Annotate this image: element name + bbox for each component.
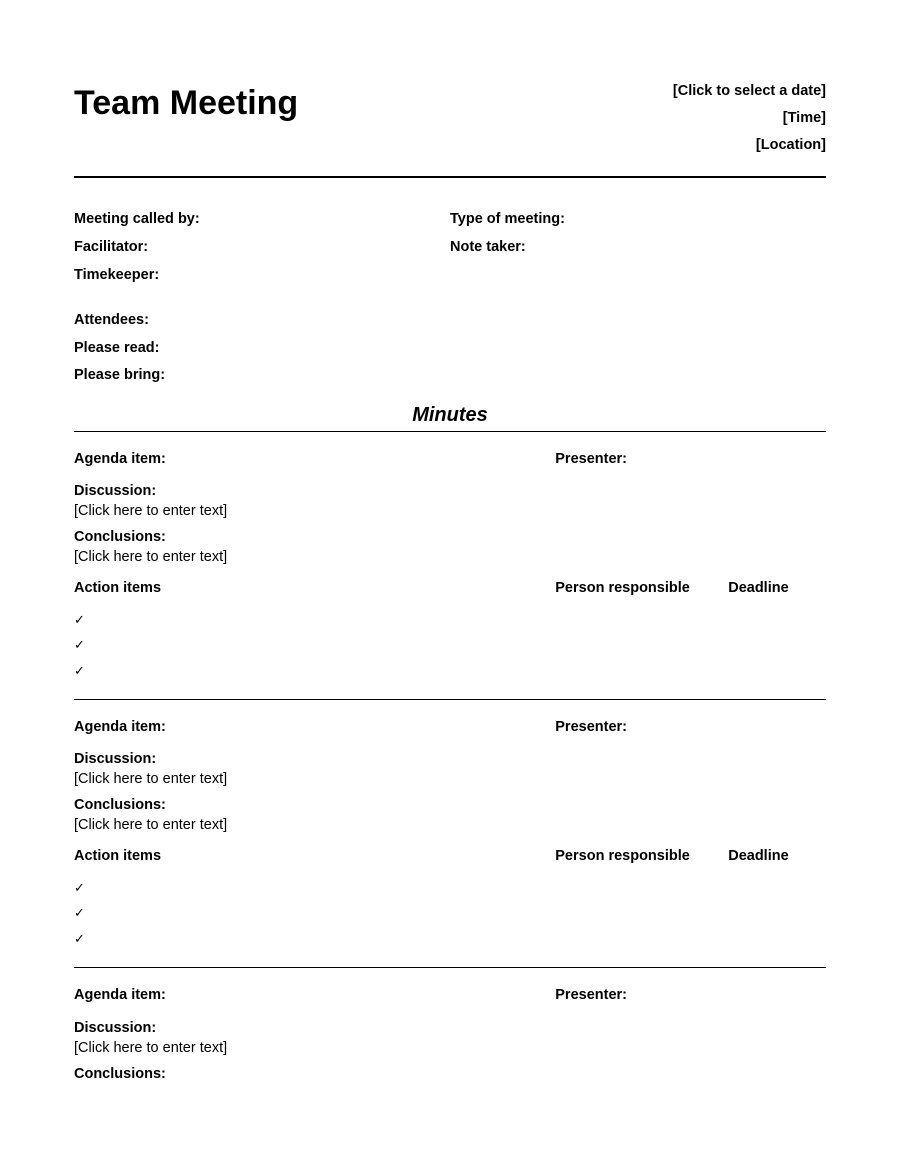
agenda-item-label: Agenda item: [74,982,555,1010]
document-title: Team Meeting [74,78,298,120]
meeting-info: Meeting called by: Type of meeting: Faci… [74,206,826,389]
action-items-label: Action items [74,575,555,603]
agenda-item-label: Agenda item: [74,446,555,474]
header-meta: [Click to select a date] [Time] [Locatio… [673,78,826,158]
check-icon: ✓ [74,926,826,951]
spacer [74,289,826,307]
conclusions-placeholder[interactable]: [Click here to enter text] [74,549,826,565]
action-items-label: Action items [74,843,555,871]
agenda-item-label: Agenda item: [74,714,555,742]
facilitator-label: Facilitator: [74,234,450,262]
agenda-container: Agenda item:Presenter:Discussion:[Click … [74,446,826,1082]
check-icon: ✓ [74,607,826,632]
called-by-label: Meeting called by: [74,206,450,234]
discussion-label: Discussion: [74,483,826,499]
timekeeper-label: Timekeeper: [74,262,826,290]
location-field[interactable]: [Location] [673,132,826,159]
document-header: Team Meeting [Click to select a date] [T… [74,78,826,158]
check-icon: ✓ [74,900,826,925]
discussion-label: Discussion: [74,751,826,767]
minutes-heading: Minutes [74,404,826,427]
discussion-label: Discussion: [74,1020,826,1036]
header-rule [74,176,826,178]
attendees-label: Attendees: [74,307,826,335]
discussion-placeholder[interactable]: [Click here to enter text] [74,771,826,787]
presenter-label: Presenter: [555,446,728,474]
agenda-block: Agenda item:Presenter: Discussion: [Click … [74,982,826,1082]
presenter-label: Presenter: [555,982,728,1010]
minutes-rule [74,431,826,432]
person-responsible-label: Person responsible [555,575,728,603]
conclusions-label: Conclusions: [74,797,826,813]
deadline-label: Deadline [728,843,826,871]
discussion-placeholder[interactable]: [Click here to enter text] [74,1040,826,1056]
person-responsible-label: Person responsible [555,843,728,871]
agenda-block: Agenda item:Presenter: Discussion: [Click … [74,446,826,700]
check-icon: ✓ [74,658,826,683]
note-taker-label: Note taker: [450,234,826,262]
type-of-meeting-label: Type of meeting: [450,206,826,234]
conclusions-label: Conclusions: [74,1066,826,1082]
agenda-separator [74,699,826,700]
agenda-separator [74,967,826,968]
time-field[interactable]: [Time] [673,105,826,132]
check-icon: ✓ [74,632,826,657]
date-field[interactable]: [Click to select a date] [673,78,826,105]
conclusions-placeholder[interactable]: [Click here to enter text] [74,817,826,833]
please-bring-label: Please bring: [74,362,826,390]
presenter-label: Presenter: [555,714,728,742]
please-read-label: Please read: [74,335,826,363]
action-check-list: ✓✓✓ [74,875,826,951]
deadline-label: Deadline [728,575,826,603]
check-icon: ✓ [74,875,826,900]
agenda-block: Agenda item:Presenter: Discussion: [Click … [74,714,826,968]
discussion-placeholder[interactable]: [Click here to enter text] [74,503,826,519]
action-check-list: ✓✓✓ [74,607,826,683]
conclusions-label: Conclusions: [74,529,826,545]
